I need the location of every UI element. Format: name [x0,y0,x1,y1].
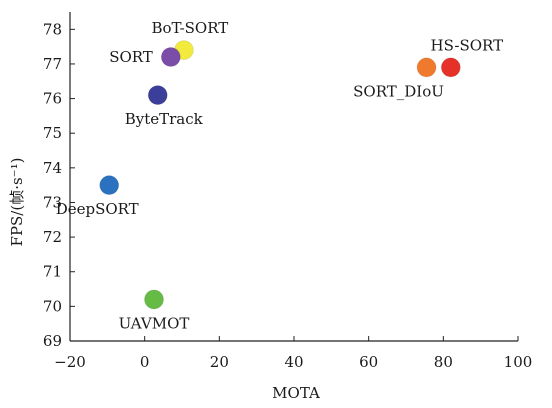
label-sort: SORT [109,48,153,66]
label-bytetrack: ByteTrack [125,110,204,128]
point-uavmot [144,289,164,310]
label-bot-sort: BoT-SORT [151,19,228,37]
y-axis-title: FPS/(帧·s⁻¹) [8,158,26,247]
tick-marks: −20 0 20 40 60 80 100 69 70 71 72 73 74 75 76 77 78 [43,20,532,371]
y-tick-label: 74 [43,159,62,177]
x-axis-title: MOTA [272,384,320,402]
label-sort-diou: SORT_DIoU [353,82,444,100]
label-deepsort: DeepSORT [56,200,139,218]
data-points [99,40,461,310]
x-tick-label: 60 [359,353,378,371]
y-tick-label: 70 [43,297,62,315]
x-tick-label: 0 [140,353,150,371]
x-tick-label: 100 [504,353,533,371]
label-hs-sort: HS-SORT [431,36,504,54]
y-tick-label: 76 [43,90,62,108]
point-labels: BoT-SORT SORT ByteTrack DeepSORT UAVMOT SORT_… [56,19,503,332]
point-hs-sort [440,57,461,78]
point-deepsort [99,175,120,196]
y-tick-label: 72 [43,228,62,246]
y-tick-label: 75 [43,124,62,142]
y-tick-label: 71 [43,263,62,281]
point-bytetrack [147,85,168,106]
label-uavmot: UAVMOT [119,314,190,332]
y-tick-label: 77 [43,55,62,73]
y-tick-label: 78 [43,20,62,38]
x-tick-label: −20 [54,353,86,371]
x-tick-label: 20 [210,353,229,371]
x-tick-label: 80 [434,353,453,371]
y-tick-label: 73 [43,193,62,211]
x-tick-label: 40 [284,353,303,371]
point-sort-diou [416,57,437,78]
y-tick-label: 69 [43,332,62,350]
point-sort [160,47,181,68]
